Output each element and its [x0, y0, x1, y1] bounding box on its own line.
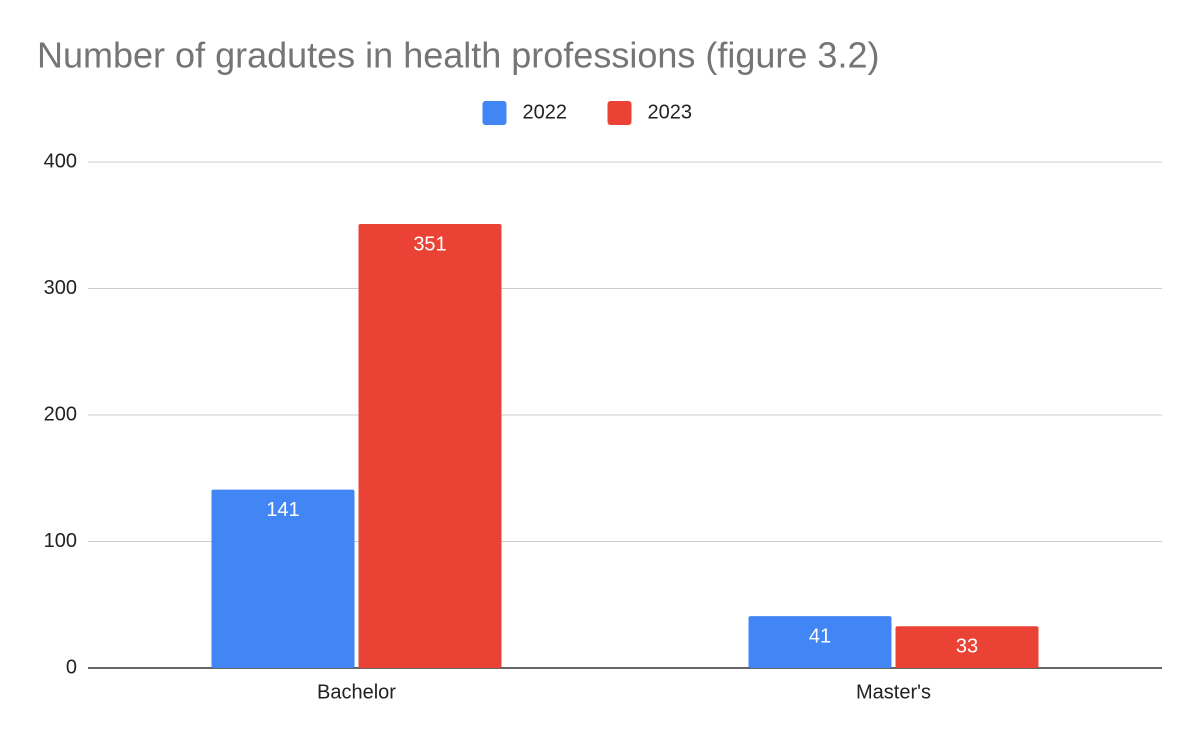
- data-label: 41: [809, 625, 831, 647]
- x-tick-label: Master's: [856, 681, 931, 703]
- legend-swatch: [482, 101, 507, 125]
- x-tick-label: Bachelor: [317, 681, 396, 703]
- bar: [748, 616, 892, 668]
- chart-title: Number of gradutes in health professions…: [37, 35, 879, 76]
- data-label: 33: [956, 636, 978, 658]
- y-tick-label: 100: [44, 530, 77, 552]
- bar: [895, 626, 1039, 668]
- legend-swatch: [607, 101, 632, 125]
- bar: [358, 223, 502, 669]
- data-label: 351: [413, 233, 446, 255]
- bar: [211, 489, 355, 668]
- data-label: 141: [266, 499, 299, 521]
- legend-label: 2023: [648, 101, 693, 123]
- legend-label: 2022: [523, 101, 568, 123]
- y-tick-label: 400: [44, 150, 77, 172]
- y-tick-label: 0: [66, 656, 77, 678]
- y-tick-label: 300: [44, 277, 77, 299]
- y-tick-label: 200: [44, 403, 77, 425]
